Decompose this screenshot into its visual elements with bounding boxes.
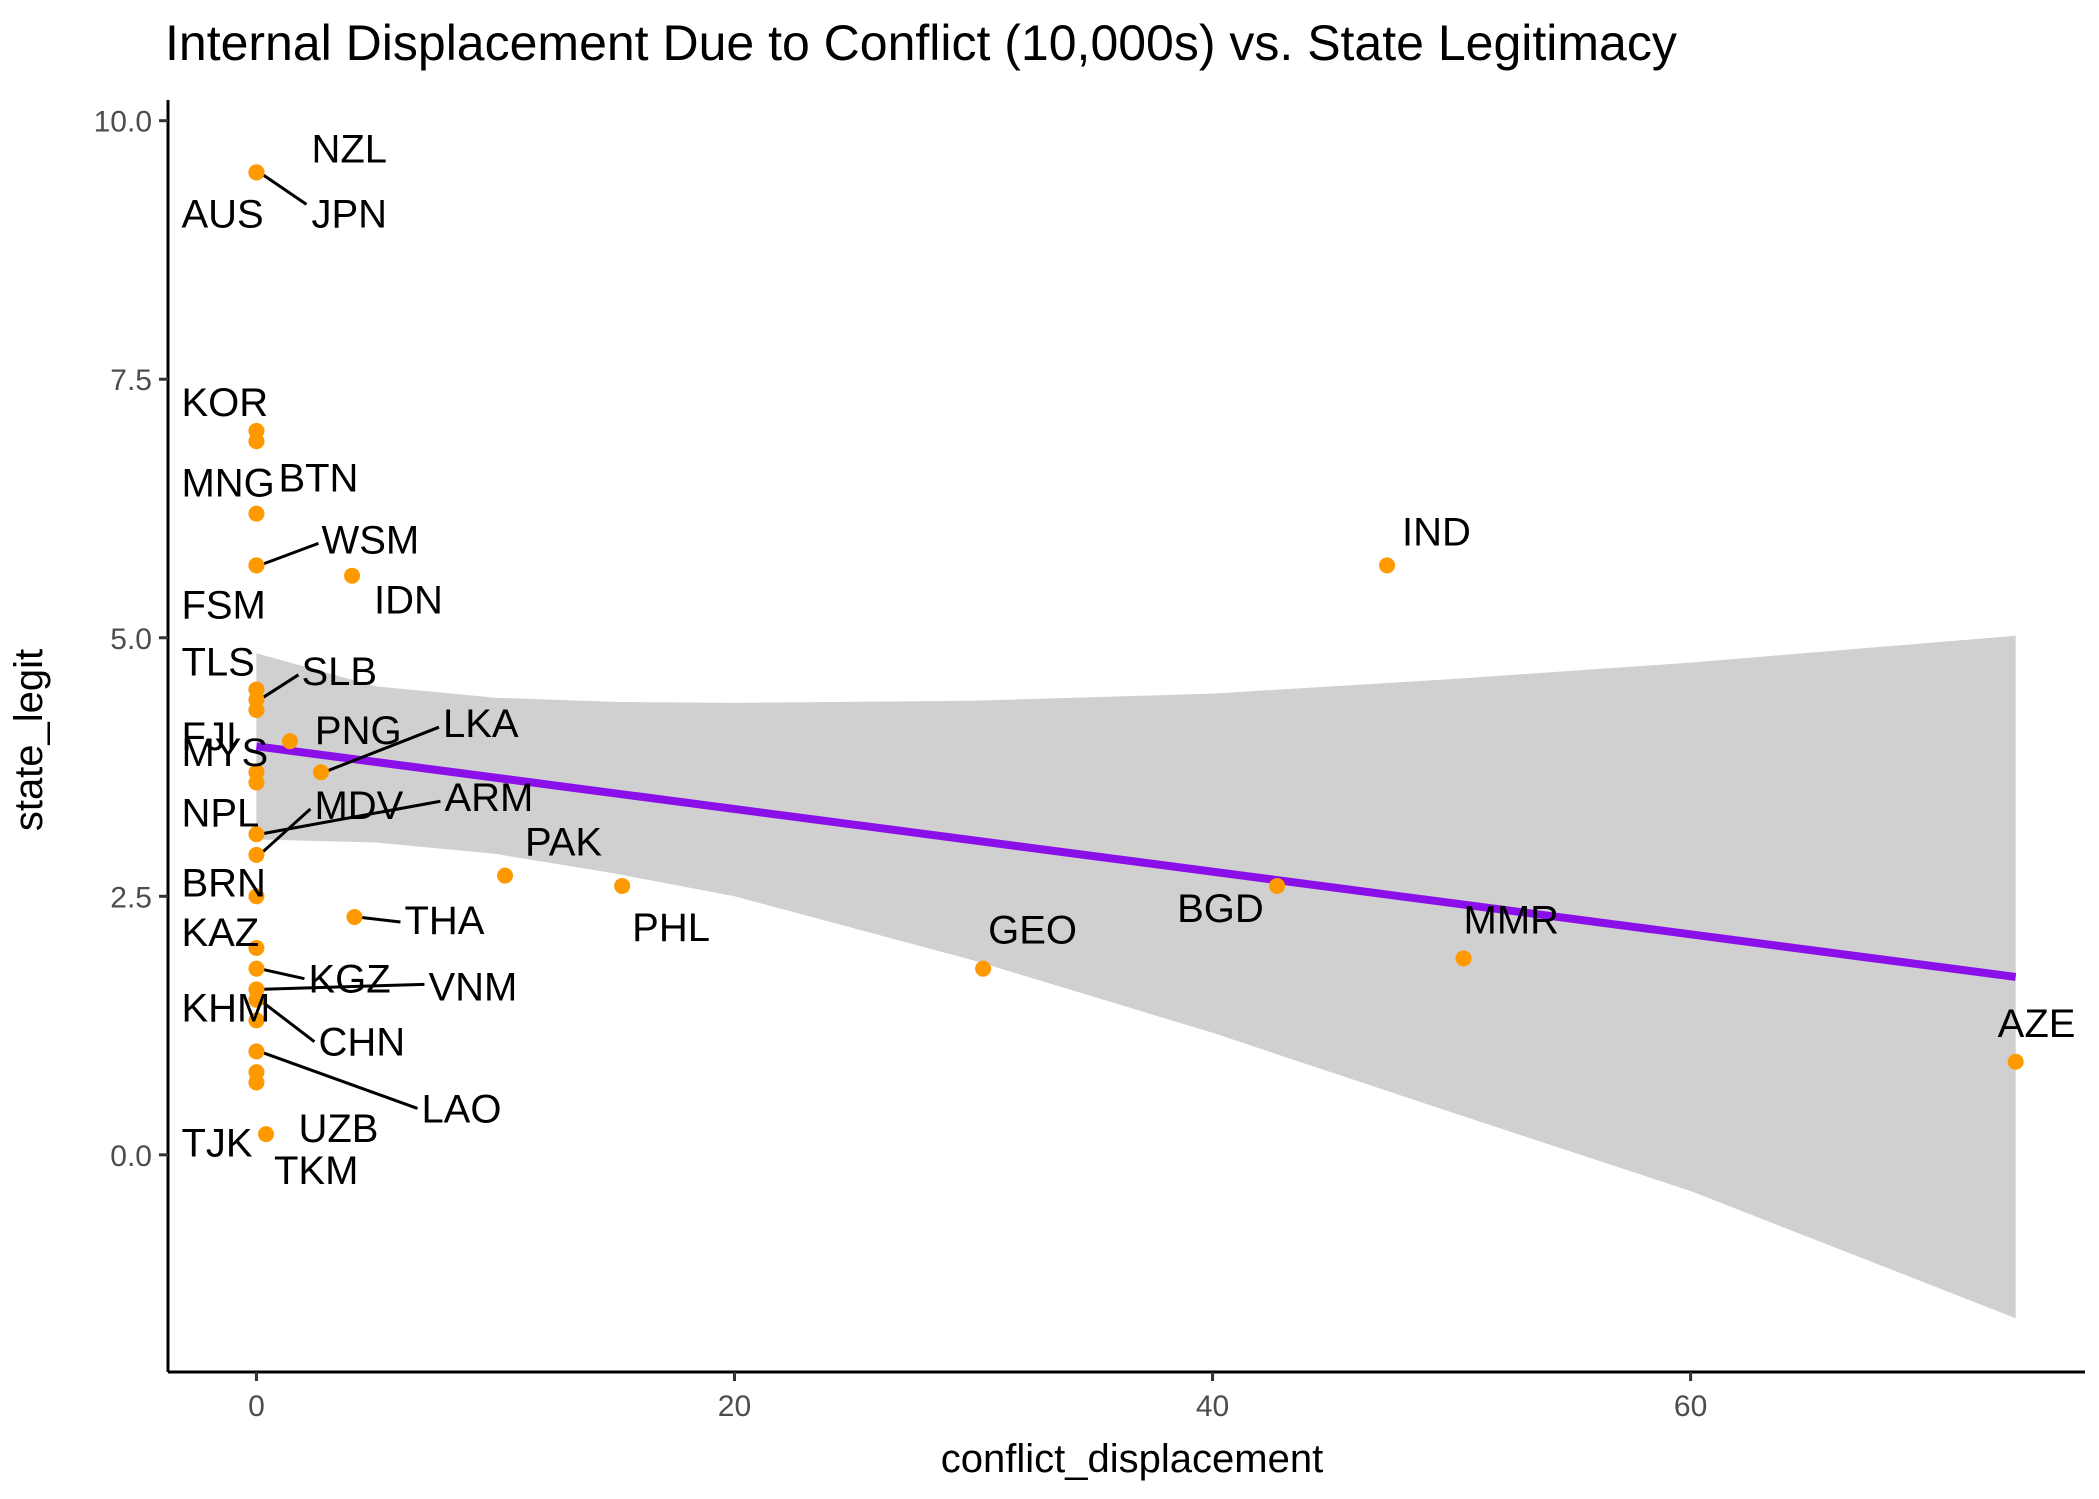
data-point-tjk bbox=[248, 1074, 265, 1091]
confidence-band bbox=[256, 635, 2016, 1319]
data-point-fji bbox=[248, 702, 265, 719]
leader-line-slb bbox=[258, 673, 300, 702]
point-label-bgd: BGD bbox=[1177, 887, 1264, 931]
leader-line-kgz bbox=[259, 967, 305, 981]
point-label-uzb: UZB bbox=[298, 1107, 378, 1151]
data-point-jpn bbox=[248, 164, 265, 181]
data-point-chn bbox=[248, 991, 265, 1008]
point-label-lao: LAO bbox=[421, 1087, 501, 1131]
point-label-mys: MYS bbox=[181, 731, 268, 775]
data-point-kgz bbox=[248, 960, 265, 977]
data-point-arm bbox=[248, 826, 265, 843]
leader-line-tha bbox=[357, 915, 401, 924]
data-point-tha bbox=[346, 908, 363, 925]
point-label-lka: LKA bbox=[443, 702, 519, 746]
point-label-khm: KHM bbox=[181, 986, 270, 1030]
point-label-aus: AUS bbox=[181, 192, 263, 236]
point-label-tha: THA bbox=[404, 899, 484, 943]
data-point-pak bbox=[497, 867, 514, 884]
point-label-aze: AZE bbox=[1998, 1002, 2076, 1046]
leader-line-lka bbox=[323, 725, 440, 774]
data-point-brn bbox=[248, 888, 265, 905]
leader-line-lao bbox=[258, 1050, 418, 1110]
point-label-vnm: VNM bbox=[428, 965, 517, 1009]
point-label-jpn: JPN bbox=[311, 192, 387, 236]
data-point-png bbox=[281, 733, 298, 750]
data-point-btn bbox=[248, 433, 265, 450]
data-point-bgd bbox=[1269, 877, 1286, 894]
chart-title: Internal Displacement Due to Conflict (1… bbox=[165, 15, 1677, 71]
leader-line-vnm bbox=[259, 982, 425, 991]
y-tick-label: 7.5 bbox=[110, 364, 152, 397]
data-point-lao bbox=[248, 1043, 265, 1060]
point-label-png: PNG bbox=[315, 709, 402, 753]
point-label-ind: IND bbox=[1402, 510, 1471, 554]
data-point-fsm bbox=[248, 557, 265, 574]
x-tick-label: 20 bbox=[718, 1390, 751, 1423]
y-tick-label: 10.0 bbox=[94, 106, 152, 139]
data-point-lka bbox=[312, 764, 329, 781]
point-label-phl: PHL bbox=[632, 906, 710, 950]
point-label-pak: PAK bbox=[525, 821, 602, 865]
y-tick-label: 5.0 bbox=[110, 623, 152, 656]
point-label-kgz: KGZ bbox=[308, 958, 390, 1002]
trend-line bbox=[255, 742, 2017, 981]
data-point-kaz bbox=[248, 940, 265, 956]
y-tick-label: 2.5 bbox=[110, 881, 152, 914]
leader-line-wsm bbox=[258, 541, 319, 567]
leader-line-chn bbox=[258, 998, 316, 1043]
point-label-slb: SLB bbox=[301, 650, 377, 694]
point-label-kor: KOR bbox=[181, 381, 268, 425]
y-tick-label: 0.0 bbox=[110, 1140, 152, 1173]
point-label-mdv: MDV bbox=[314, 784, 403, 828]
point-label-geo: GEO bbox=[988, 909, 1077, 953]
leader-line-mdv bbox=[258, 807, 312, 857]
data-point-ind bbox=[1379, 557, 1396, 574]
trend-line-layer bbox=[255, 742, 2017, 981]
data-point-aze bbox=[2007, 1053, 2024, 1070]
point-label-tkm: TKM bbox=[274, 1149, 358, 1193]
point-label-idn: IDN bbox=[374, 579, 443, 623]
x-axis-title: conflict_displacement bbox=[941, 1437, 1323, 1481]
leader-line-jpn bbox=[258, 171, 308, 206]
point-label-fji: FJI bbox=[181, 715, 237, 759]
data-point-geo bbox=[975, 960, 992, 977]
data-point-khm bbox=[248, 1012, 265, 1029]
data-point-tkm bbox=[258, 1126, 275, 1143]
point-label-mng: MNG bbox=[181, 462, 274, 506]
point-label-btn: BTN bbox=[278, 456, 358, 500]
point-label-mmr: MMR bbox=[1464, 898, 1560, 942]
point-label-npl: NPL bbox=[181, 792, 259, 836]
point-label-chn: CHN bbox=[318, 1021, 405, 1065]
data-point-phl bbox=[614, 877, 631, 894]
data-points bbox=[248, 164, 2024, 1143]
point-label-arm: ARM bbox=[444, 776, 533, 820]
x-tick-label: 60 bbox=[1674, 1390, 1707, 1423]
point-label-brn: BRN bbox=[181, 861, 265, 905]
confidence-band-area bbox=[256, 635, 2016, 1319]
label-leaders bbox=[258, 171, 441, 1110]
x-tick-label: 40 bbox=[1196, 1390, 1229, 1423]
data-point-idn bbox=[344, 567, 361, 584]
data-point-npl bbox=[248, 774, 265, 791]
point-label-fsm: FSM bbox=[181, 583, 265, 627]
data-point-mmr bbox=[1455, 950, 1472, 967]
point-label-wsm: WSM bbox=[321, 518, 419, 562]
point-label-kaz: KAZ bbox=[181, 911, 259, 955]
data-point-mdv bbox=[248, 846, 265, 863]
point-label-nzl: NZL bbox=[311, 127, 387, 171]
data-point-mng bbox=[248, 505, 265, 522]
x-tick-label: 0 bbox=[248, 1390, 265, 1423]
point-label-tls: TLS bbox=[181, 640, 254, 684]
axes: 0 20 40 60 0.0 2.5 5.0 7.5 10.0 bbox=[94, 100, 2085, 1423]
y-axis-title: state_legit bbox=[7, 649, 51, 831]
point-label-tjk: TJK bbox=[181, 1121, 252, 1165]
